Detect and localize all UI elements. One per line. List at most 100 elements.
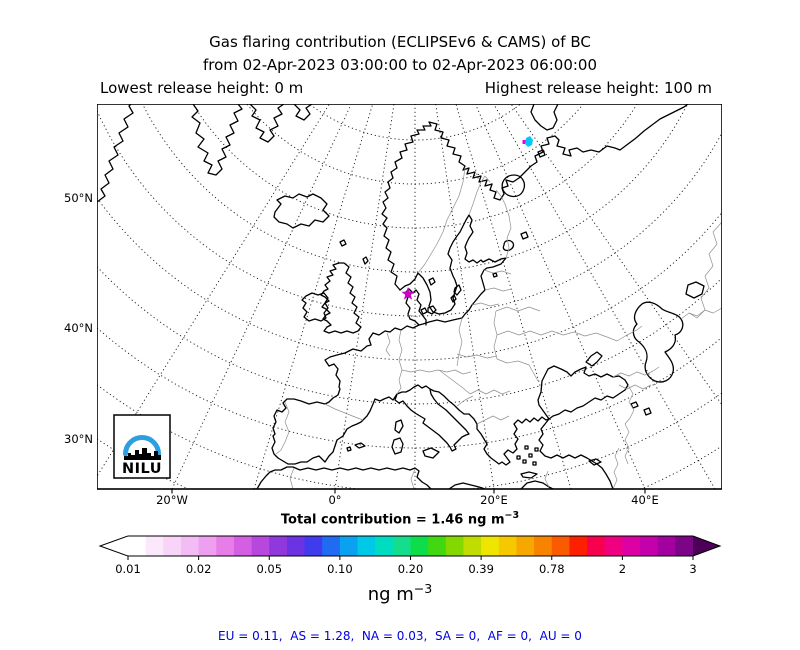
colorbar-left-arrow xyxy=(100,536,128,556)
shetland-islands xyxy=(362,256,369,265)
colorbar-segment xyxy=(445,536,464,556)
meridian-30E xyxy=(455,104,572,489)
parallel-70N xyxy=(246,104,584,185)
colorbar-segment xyxy=(269,536,288,556)
lon-label-20W: 20°W xyxy=(156,493,188,507)
ireland xyxy=(301,292,329,322)
colorbar-segment xyxy=(498,536,517,556)
colorbar-segment xyxy=(587,536,606,556)
fyn-island xyxy=(420,307,428,315)
svalbard-coast xyxy=(293,104,313,121)
meridian-50E xyxy=(493,104,716,489)
lowest-release-height-label: Lowest release height: 0 m xyxy=(100,79,304,97)
arctic-island-coast xyxy=(249,104,285,143)
lake-peipus xyxy=(492,272,498,278)
greenland-ne-coast xyxy=(191,104,243,176)
region-contributions-label: EU = 0.11, AS = 1.28, NA = 0.03, SA = 0,… xyxy=(218,629,582,643)
parallel-50N xyxy=(97,197,722,361)
sea-of-azov xyxy=(585,351,603,367)
lake-van xyxy=(630,401,639,409)
nilu-logo: NILU xyxy=(113,414,171,479)
graticule-gridlines xyxy=(97,104,722,489)
parallel-75N xyxy=(308,104,522,141)
colorbar-segment xyxy=(463,536,482,556)
plume-magenta-pixel xyxy=(522,140,527,144)
lat-label-30N: 30°N xyxy=(64,432,93,446)
colorbar-segment xyxy=(251,536,270,556)
nilu-logo-text: NILU xyxy=(122,461,162,477)
colorbar-segment xyxy=(640,536,659,556)
colorbar-segment xyxy=(604,536,623,556)
colorbar-segments xyxy=(128,536,694,556)
colorbar-segment xyxy=(410,536,429,556)
colorbar-segment xyxy=(551,536,570,556)
nilu-logo-box xyxy=(113,414,171,479)
great-britain xyxy=(320,262,362,334)
aegean-islands xyxy=(516,445,539,466)
sicily xyxy=(422,447,440,459)
map-frame xyxy=(97,104,722,490)
colorbar-tick-label: 0.01 xyxy=(115,562,141,576)
anatolia-levant-coast xyxy=(538,418,614,489)
coastlines xyxy=(97,104,705,489)
colorbar-tick-label: 0.10 xyxy=(327,562,353,576)
title-line1: Gas flaring contribution (ECLIPSEv6 & CA… xyxy=(209,33,591,51)
colorbar-segment xyxy=(375,536,394,556)
parallel-55N xyxy=(97,110,722,317)
plume-cyan-patch xyxy=(525,136,533,147)
aral-sea xyxy=(685,281,705,299)
colorbar-segment xyxy=(339,536,359,556)
highest-release-height-label: Highest release height: 100 m xyxy=(484,79,712,97)
oland-island xyxy=(450,294,457,303)
parallel-60N xyxy=(142,104,688,273)
lat-label-50N: 50°N xyxy=(64,191,93,205)
meridian-0E xyxy=(334,104,395,489)
unit-exponent: −3 xyxy=(413,581,433,596)
north-africa-coast xyxy=(256,466,432,489)
faroe-islands xyxy=(339,239,347,247)
crete xyxy=(520,471,538,479)
colorbar-segment xyxy=(675,536,694,556)
colorbar-segment xyxy=(233,536,253,556)
colorbar-segment xyxy=(357,536,376,556)
parallel-35N xyxy=(97,384,722,489)
nilu-arc-icon xyxy=(123,435,161,457)
parallel-45N xyxy=(97,266,722,405)
west-europe-coast xyxy=(271,324,420,465)
colorbar-tick-label: 2 xyxy=(618,562,627,576)
zealand-island xyxy=(427,305,437,315)
iceland xyxy=(273,193,330,229)
caspian-sea xyxy=(632,301,684,383)
ibiza xyxy=(346,446,352,452)
russian-arctic-coast xyxy=(489,104,689,201)
map-panel: NILU xyxy=(97,104,722,494)
colorbar-segment xyxy=(481,536,500,556)
parallel-40N xyxy=(97,327,722,449)
lake-urmia xyxy=(643,407,652,416)
colorbar-segment xyxy=(657,536,676,556)
lon-label-40E: 40°E xyxy=(631,493,659,507)
colorbar-segment xyxy=(428,536,447,556)
italy xyxy=(394,384,470,452)
mallorca xyxy=(354,442,366,449)
colorbar-segment xyxy=(145,536,164,556)
parallel-65N xyxy=(192,104,638,229)
colorbar-tick-label: 0.02 xyxy=(185,562,212,576)
colorbar-segment xyxy=(322,536,341,556)
colorbar-unit-label: ng m−3 xyxy=(0,581,800,605)
data-markers xyxy=(401,136,533,300)
colorbar-tick-label: 0.05 xyxy=(256,562,283,576)
colorbar xyxy=(98,535,722,560)
total-contribution-label: Total contribution = 1.46 ng m−3 xyxy=(0,510,800,527)
lon-label-0: 0° xyxy=(328,493,342,507)
colorbar-tick-label: 3 xyxy=(689,562,697,576)
colorbar-right-arrow xyxy=(693,536,720,556)
total-contribution-text: Total contribution = 1.46 ng m xyxy=(280,512,505,528)
libya-coast xyxy=(448,482,486,489)
lake-vanern xyxy=(428,277,436,286)
gotland-island xyxy=(453,284,462,296)
colorbar-tick-label: 0.78 xyxy=(538,562,565,576)
colorbar-tick-label: 0.39 xyxy=(468,562,494,576)
colorbar-segment xyxy=(622,536,641,556)
